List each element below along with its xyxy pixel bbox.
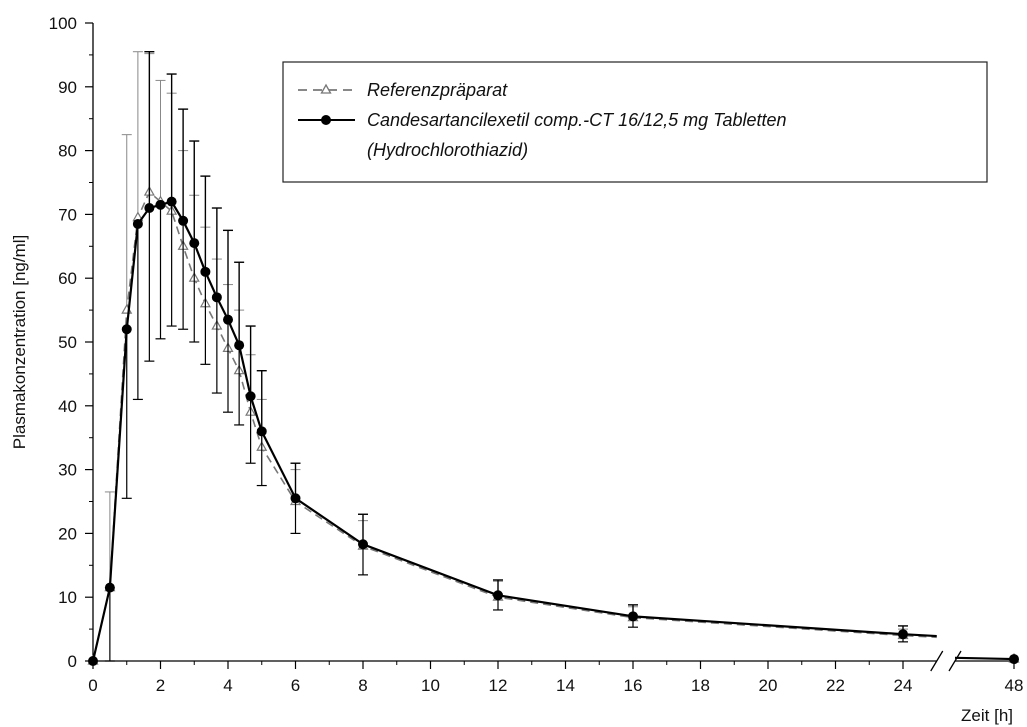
marker-test [144,203,155,214]
legend-entry-test: Candesartancilexetil comp.-CT 16/12,5 mg… [298,110,787,160]
x-tick-label: 2 [156,676,165,695]
legend-entry-reference: Referenzpräparat [298,80,508,100]
x-axis-title: Zeit [h] [961,706,1013,725]
marker-test [256,426,267,437]
x-tick-label: 20 [759,676,778,695]
x-axis-break-mark [930,650,944,672]
x-tick-label: 10 [421,676,440,695]
marker-test [155,199,166,210]
marker-test [104,582,115,593]
y-tick-label: 60 [58,269,77,288]
x-tick-label: 0 [88,676,97,695]
marker-test [121,324,132,335]
y-tick-label: 10 [58,588,77,607]
x-tick-label: 22 [826,676,845,695]
x-tick-label: 8 [358,676,367,695]
x-axis-break-mark [948,650,962,672]
line-test-after-break [954,656,1015,661]
marker-test [628,611,638,622]
x-tick-label: 48 [1005,676,1024,695]
marker-test [166,196,177,207]
x-tick-label: 16 [624,676,643,695]
marker-test [200,266,211,277]
marker-test [1009,654,1019,665]
legend-marker-reference [320,83,332,94]
y-tick-label: 50 [58,333,77,352]
x-tick-label: 6 [291,676,300,695]
marker-test [178,215,189,226]
y-tick-label: 20 [58,524,77,543]
y-tick-label: 70 [58,205,77,224]
marker-test [898,629,908,640]
marker-test [234,340,245,351]
legend: Referenzpräparat Candesartancilexetil co… [282,61,988,183]
legend-box [282,61,988,183]
marker-test [189,238,200,249]
y-tick-label: 30 [58,461,77,480]
y-tick-label: 100 [49,14,77,33]
series-candesartan [88,51,1019,666]
marker-test [358,539,368,550]
y-axis-title: Plasmakonzentration [ng/ml] [10,235,29,450]
marker-test [88,656,98,666]
x-tick-label: 18 [691,676,710,695]
legend-marker-test [321,115,331,125]
marker-test [223,314,233,325]
marker-test [211,292,222,303]
legend-label-test-line2: (Hydrochlorothiazid) [367,140,528,160]
line-reference [92,190,937,662]
y-tick-label: 80 [58,142,77,161]
marker-test [245,391,256,402]
line-test [91,200,937,662]
marker-test [493,590,503,601]
legend-label-test: Candesartancilexetil comp.-CT 16/12,5 mg… [367,110,787,130]
legend-label-reference: Referenzpräparat [367,80,508,100]
y-tick-label: 0 [68,652,77,671]
x-tick-label: 12 [489,676,508,695]
marker-test [290,493,301,504]
x-tick-label: 4 [223,676,232,695]
y-tick-label: 40 [58,397,77,416]
marker-test [132,218,143,229]
x-tick-label: 14 [556,676,575,695]
x-tick-label: 24 [894,676,913,695]
y-tick-label: 90 [58,78,77,97]
